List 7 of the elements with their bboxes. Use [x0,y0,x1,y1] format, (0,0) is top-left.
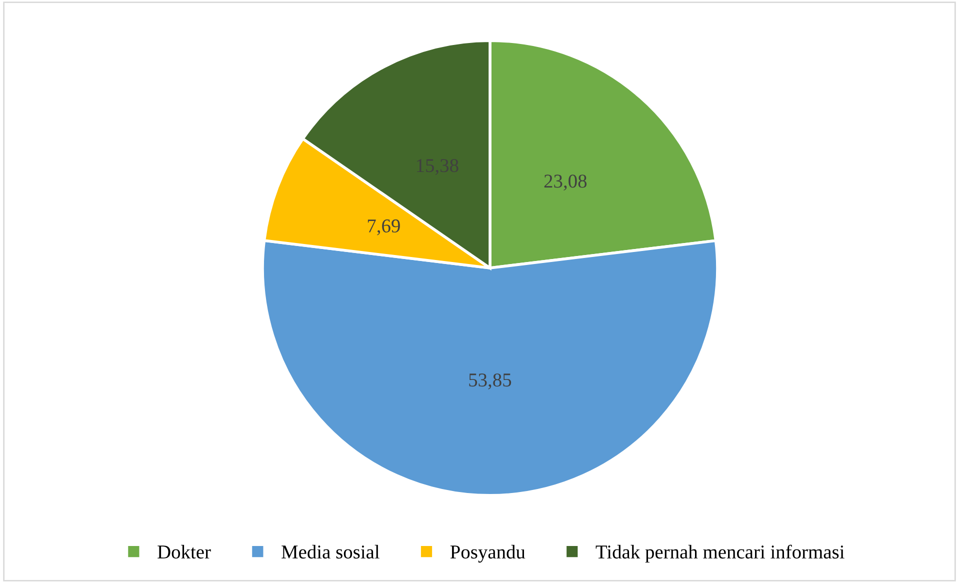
legend-label: Media sosial [282,544,380,559]
legend-label: Tidak pernah mencari informasi [596,544,844,563]
legend-label: Dokter [158,544,211,559]
data-label: 23,08 [544,174,587,191]
data-label: 53,85 [469,373,512,390]
data-label: 7,69 [368,219,400,236]
legend-label: Posyandu [450,544,526,563]
